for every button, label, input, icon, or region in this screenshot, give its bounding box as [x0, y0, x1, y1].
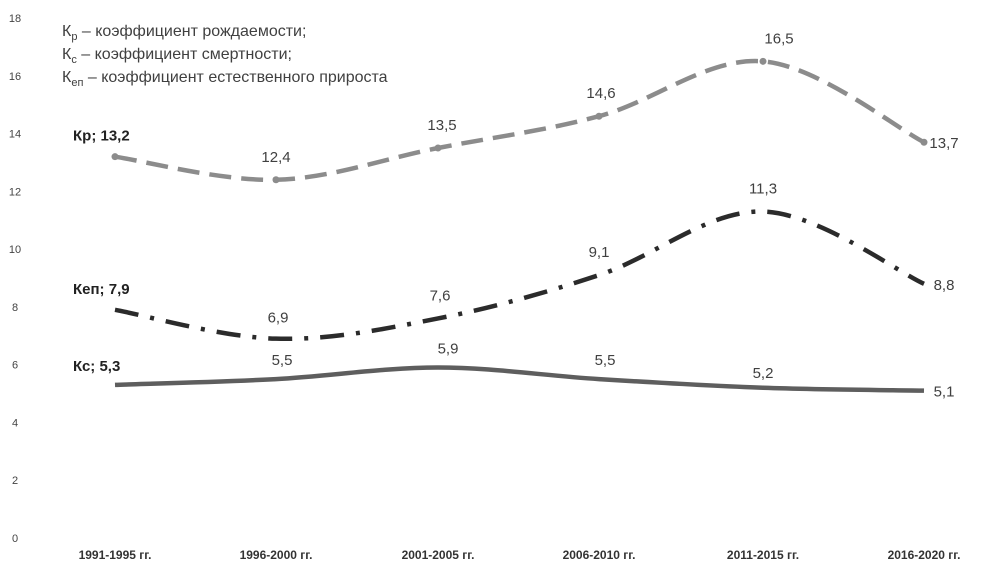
data-label: 8,8 — [934, 277, 955, 294]
data-label: 5,9 — [438, 341, 459, 358]
data-label: 11,3 — [749, 181, 777, 198]
data-label: 9,1 — [589, 244, 610, 261]
x-axis: 1991-1995 гг. 1996-2000 гг. 2001-2005 гг. 2… — [79, 548, 961, 562]
data-label: 13,5 — [427, 117, 456, 134]
x-category-label: 2001-2005 гг. — [402, 548, 475, 562]
x-category-label: 2006-2010 гг. — [563, 548, 636, 562]
y-tick-label: 6 — [12, 360, 18, 372]
y-tick-label: 10 — [9, 244, 21, 256]
y-tick-label: 4 — [12, 417, 18, 429]
y-tick-label: 14 — [9, 129, 21, 141]
series-line-1 — [114, 209, 925, 342]
data-label: 13,7 — [929, 135, 958, 152]
y-tick-label: 8 — [12, 302, 18, 314]
series-point — [595, 112, 603, 120]
series-name-label: Кс; 5,3 — [73, 358, 120, 375]
y-tick-label: 0 — [12, 533, 18, 545]
series-point — [759, 57, 767, 65]
series-line-2 — [114, 365, 925, 393]
series-name-label: Кр; 13,2 — [73, 128, 130, 145]
series-point — [920, 138, 928, 146]
data-labels: Кр; 13,2 12,4 13,5 14,6 16,5 13,7 Кеп; 7,9 6,9 7… — [73, 30, 959, 400]
data-label: 5,5 — [272, 352, 293, 369]
x-category-label: 1991-1995 гг. — [79, 548, 152, 562]
y-tick-label: 2 — [12, 475, 18, 487]
series-lines — [111, 57, 928, 393]
x-category-label: 1996-2000 гг. — [240, 548, 313, 562]
series-name-label: Кеп; 7,9 — [73, 281, 130, 298]
series-point — [272, 176, 280, 184]
data-label: 14,6 — [586, 85, 615, 102]
data-label: 12,4 — [261, 149, 290, 166]
legend-item-kep: Кеп – коэффициент естественного прироста — [62, 69, 388, 89]
data-label: 7,6 — [430, 287, 451, 304]
y-tick-label: 18 — [9, 13, 21, 25]
y-axis: 0 2 4 6 8 10 12 14 16 18 — [9, 13, 21, 545]
data-label: 16,5 — [764, 30, 793, 47]
legend-item-kc: Кс – коэффициент смертности; — [62, 46, 292, 66]
series-point — [434, 144, 442, 152]
legend: Кр – коэффициент рождаемости; Кс – коэфф… — [62, 23, 388, 89]
legend-item-kr: Кр – коэффициент рождаемости; — [62, 23, 306, 43]
y-tick-label: 16 — [9, 71, 21, 83]
y-tick-label: 12 — [9, 186, 21, 198]
data-label: 5,2 — [753, 365, 774, 382]
data-label: 5,1 — [934, 384, 955, 401]
series-line-0 — [114, 58, 926, 183]
series-point — [111, 153, 119, 161]
x-category-label: 2011-2015 гг. — [727, 548, 799, 562]
x-category-label: 2016-2020 гг. — [888, 548, 961, 562]
data-label: 6,9 — [268, 310, 289, 327]
data-label: 5,5 — [595, 352, 616, 369]
